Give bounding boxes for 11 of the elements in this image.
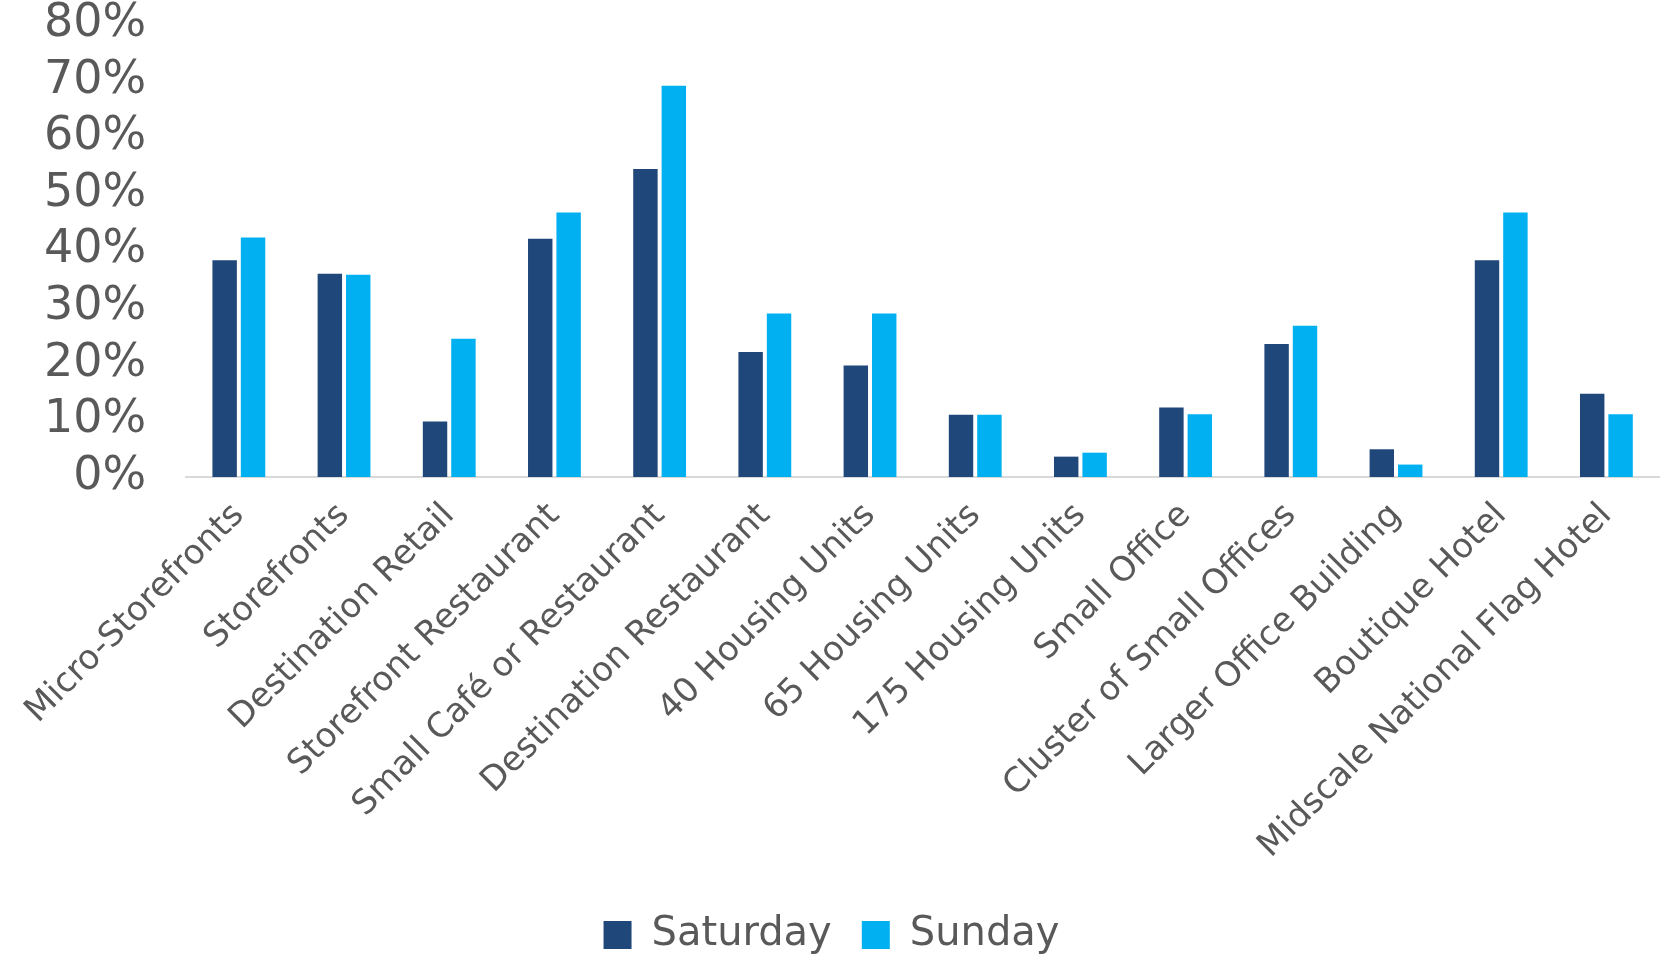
y-tick-label: 80%	[43, 0, 147, 47]
y-tick-label: 40%	[43, 219, 147, 274]
y-tick-label: 30%	[43, 276, 147, 331]
y-tick-label: 0%	[73, 445, 147, 500]
y-tick-label: 50%	[43, 162, 147, 217]
legend-label: Sunday	[909, 908, 1060, 955]
legend-label: Saturday	[651, 908, 832, 955]
y-tick-label: 20%	[43, 332, 147, 387]
y-tick-label: 60%	[43, 106, 147, 161]
y-tick-label: 70%	[43, 49, 147, 104]
y-tick-label: 10%	[43, 389, 147, 444]
